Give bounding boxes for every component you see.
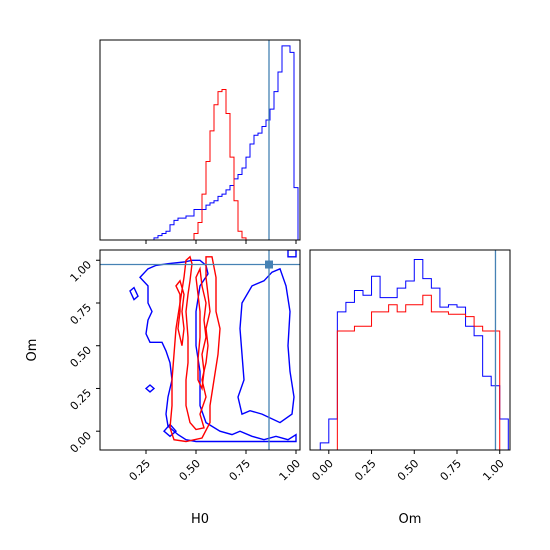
contour-blue-2	[129, 286, 139, 301]
om-y-tick-label: 0.75	[68, 301, 95, 328]
om-y-tick-label: 0.25	[68, 386, 95, 413]
om-hist-frame	[309, 249, 511, 451]
om-y-tick-label: 0.50	[68, 344, 95, 371]
h0-hist-red	[138, 88, 298, 240]
contour-blue-5	[287, 250, 297, 258]
om-y-tick-label: 1.00	[68, 258, 95, 285]
h0-hist-blue	[138, 45, 299, 240]
contour-frame	[99, 249, 301, 451]
h0-histogram-plot	[138, 40, 299, 240]
contour-blue-1	[237, 267, 295, 424]
h0-axis-label: H0	[191, 512, 209, 527]
om-y-axis-label: Om	[25, 339, 40, 362]
om-hist-blue	[319, 259, 509, 450]
om-y-tick-label: 0.00	[68, 429, 95, 456]
h0-hist-frame	[99, 39, 301, 241]
contour-red-2	[175, 279, 185, 346]
h0-tick-label: 0.75	[227, 457, 254, 484]
h0-tick-label: 0.25	[127, 457, 154, 484]
contour-red-1	[195, 266, 207, 392]
om-x-tick-label: 0.25	[352, 457, 379, 484]
om-x-tick-label: 0.50	[395, 457, 422, 484]
contour-blue-4	[163, 423, 177, 438]
truth-marker	[265, 260, 273, 269]
contour-plot	[100, 250, 300, 450]
om-x-tick-label: 0.00	[309, 457, 336, 484]
om-x-tick-label: 0.75	[438, 457, 465, 484]
om-hist-red	[320, 294, 509, 450]
om-axis-label: Om	[399, 512, 422, 527]
h0-tick-label: 1.00	[277, 457, 304, 484]
contour-red-0	[169, 255, 221, 443]
h0-tick-label: 0.50	[177, 457, 204, 484]
om-x-tick-label: 1.00	[480, 457, 507, 484]
om-histogram-plot	[319, 250, 509, 450]
contour-blue-3	[144, 384, 156, 393]
